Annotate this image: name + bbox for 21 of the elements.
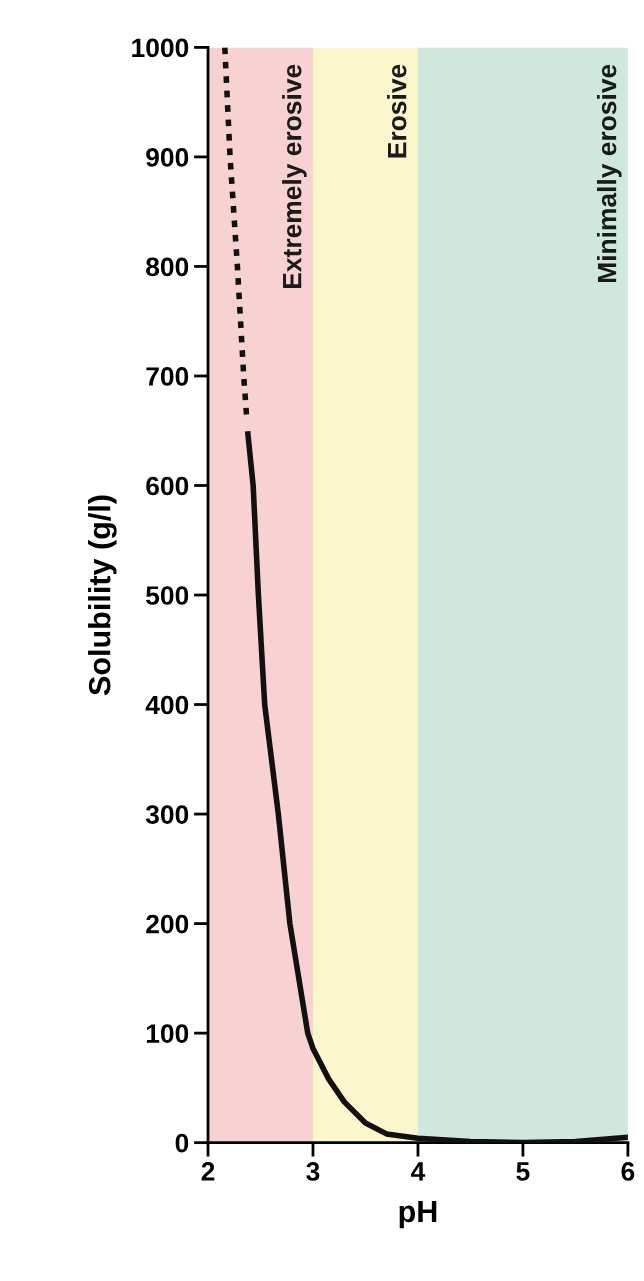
band-label: Erosive bbox=[387, 64, 407, 158]
x-tick-label: 5 bbox=[516, 1162, 530, 1181]
y-tick-label: 600 bbox=[146, 476, 189, 496]
y-tick-label: 900 bbox=[146, 148, 189, 167]
y-tick-label: 700 bbox=[146, 367, 189, 386]
x-axis-title: pH bbox=[399, 1201, 437, 1229]
y-axis-title: Solubility (g/l) bbox=[88, 495, 117, 696]
y-tick-label: 1000 bbox=[132, 38, 189, 58]
band-label: Extremely erosive bbox=[282, 64, 307, 288]
y-tick-label: 400 bbox=[145, 695, 189, 715]
y-tick-label: 100 bbox=[146, 1024, 189, 1043]
y-tick-label: 0 bbox=[175, 1133, 189, 1153]
x-tick-label: 4 bbox=[411, 1162, 426, 1181]
x-tick-label: 2 bbox=[201, 1162, 215, 1181]
x-tick-label: 3 bbox=[306, 1162, 320, 1181]
y-tick-label: 800 bbox=[146, 257, 189, 277]
x-tick-label: 6 bbox=[621, 1162, 635, 1181]
y-tick-label: 200 bbox=[146, 914, 189, 934]
y-tick-label: 300 bbox=[145, 805, 189, 824]
band-label: Minimally erosive bbox=[597, 64, 622, 283]
y-tick-label: 500 bbox=[146, 586, 189, 605]
